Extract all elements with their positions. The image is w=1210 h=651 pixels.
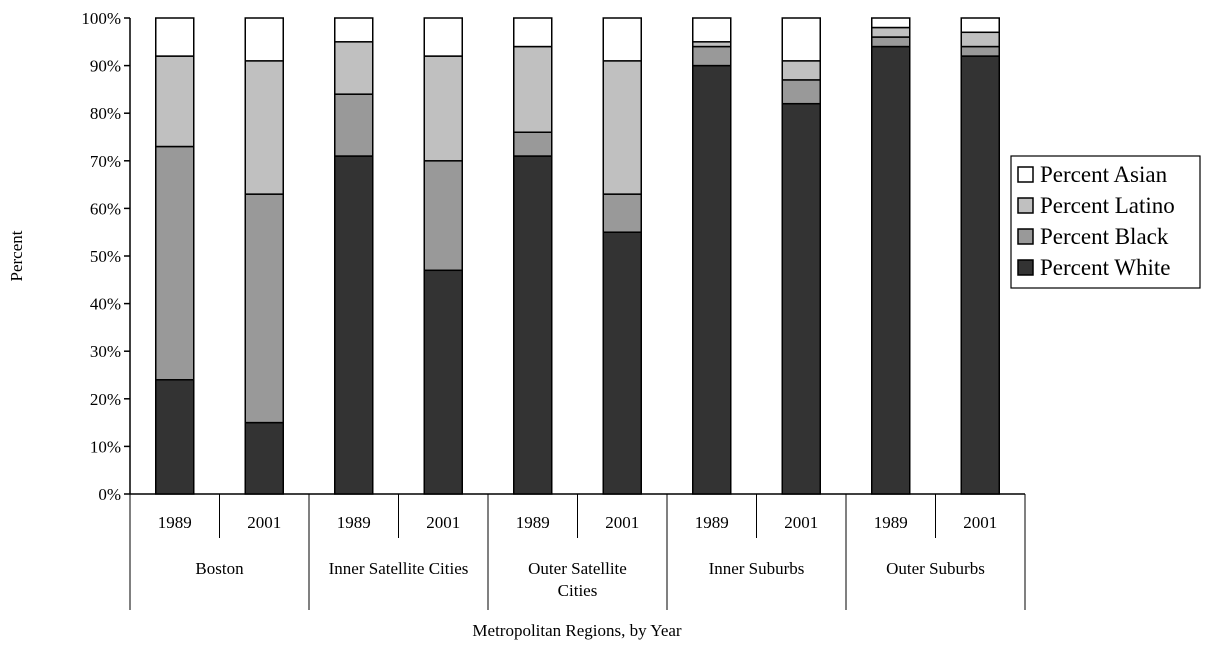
y-tick-label: 70% <box>90 152 121 171</box>
bar-segment-percent-latino <box>334 41 374 95</box>
x-tick-label-year: 1989 <box>516 513 550 532</box>
y-tick-label: 60% <box>90 199 121 218</box>
x-group-label: Outer Satellite <box>528 559 627 578</box>
y-tick-label: 0% <box>98 485 121 504</box>
bar-segment-percent-latino <box>244 60 284 195</box>
bar-segment-percent-white <box>960 55 1000 495</box>
bar-segment-percent-black <box>602 193 642 233</box>
legend: Percent Asian Percent Latino Percent Black… <box>1010 155 1201 289</box>
legend-label: Percent White <box>1040 255 1171 280</box>
y-tick-label: 10% <box>90 437 121 456</box>
y-tick-label: 50% <box>90 247 121 266</box>
y-tick-label: 100% <box>81 9 121 28</box>
bar-segment-percent-black <box>871 36 911 48</box>
x-group-label: Cities <box>558 581 598 600</box>
legend-label: Percent Latino <box>1040 193 1175 218</box>
bar-segment-percent-asian <box>871 17 911 29</box>
legend-swatch <box>1017 228 1034 245</box>
y-tick-label: 30% <box>90 342 121 361</box>
x-group-label: Boston <box>195 559 244 578</box>
bar-segment-percent-asian <box>244 17 284 62</box>
bar-segment-percent-asian <box>513 17 553 48</box>
bar-segment-percent-latino <box>871 26 911 38</box>
bar-segment-percent-white <box>334 155 374 495</box>
x-tick-label-year: 2001 <box>605 513 639 532</box>
y-tick-label: 80% <box>90 104 121 123</box>
x-tick-label-year: 2001 <box>784 513 818 532</box>
bar-segment-percent-latino <box>423 55 463 162</box>
bar-segment-percent-asian <box>602 17 642 62</box>
bar-segment-percent-asian <box>423 17 463 57</box>
bar-segment-percent-black <box>692 45 732 67</box>
x-tick-label-year: 1989 <box>158 513 192 532</box>
x-tick-label-year: 1989 <box>874 513 908 532</box>
bar-segment-percent-white <box>781 102 821 495</box>
bar-segment-percent-black <box>334 93 374 157</box>
bar-segment-percent-white <box>871 45 911 495</box>
bar-segment-percent-black <box>960 45 1000 57</box>
bar-segment-percent-white <box>513 155 553 495</box>
bar-segment-percent-asian <box>781 17 821 62</box>
bar-segment-percent-black <box>423 160 463 272</box>
y-tick-label: 20% <box>90 390 121 409</box>
x-group-label: Inner Suburbs <box>709 559 805 578</box>
x-tick-label-year: 1989 <box>695 513 729 532</box>
bar-segment-percent-black <box>155 145 195 381</box>
x-tick-label-year: 1989 <box>337 513 371 532</box>
x-group-label: Inner Satellite Cities <box>329 559 469 578</box>
y-tick-label: 40% <box>90 295 121 314</box>
bar-segment-percent-asian <box>155 17 195 57</box>
bar-segment-percent-asian <box>960 17 1000 34</box>
legend-swatch <box>1017 259 1034 276</box>
bar-segment-percent-latino <box>781 60 821 81</box>
x-tick-label-year: 2001 <box>963 513 997 532</box>
bar-segment-percent-white <box>692 64 732 495</box>
bar-segment-percent-latino <box>960 31 1000 48</box>
bar-segment-percent-latino <box>602 60 642 195</box>
y-axis-title: Percent <box>7 230 26 281</box>
bar-segment-percent-black <box>513 131 553 157</box>
bar-segment-percent-black <box>781 79 821 105</box>
bar-segment-percent-white <box>423 269 463 495</box>
bar-segment-percent-asian <box>334 17 374 43</box>
bar-segment-percent-white <box>155 379 195 495</box>
bar-segment-percent-white <box>602 231 642 495</box>
legend-label: Percent Black <box>1040 224 1169 249</box>
bar-segment-percent-black <box>244 193 284 424</box>
bar-segment-percent-latino <box>155 55 195 148</box>
legend-label: Percent Asian <box>1040 162 1168 187</box>
legend-swatch <box>1017 166 1034 183</box>
y-tick-label: 90% <box>90 57 121 76</box>
bar-segment-percent-white <box>244 421 284 495</box>
x-tick-label-year: 2001 <box>426 513 460 532</box>
x-group-label: Outer Suburbs <box>886 559 985 578</box>
x-axis-title: Metropolitan Regions, by Year <box>472 621 682 640</box>
x-tick-label-year: 2001 <box>247 513 281 532</box>
bar-segment-percent-asian <box>692 17 732 43</box>
legend-box <box>1010 155 1201 289</box>
legend-swatch <box>1017 197 1034 214</box>
bar-segment-percent-latino <box>513 45 553 133</box>
